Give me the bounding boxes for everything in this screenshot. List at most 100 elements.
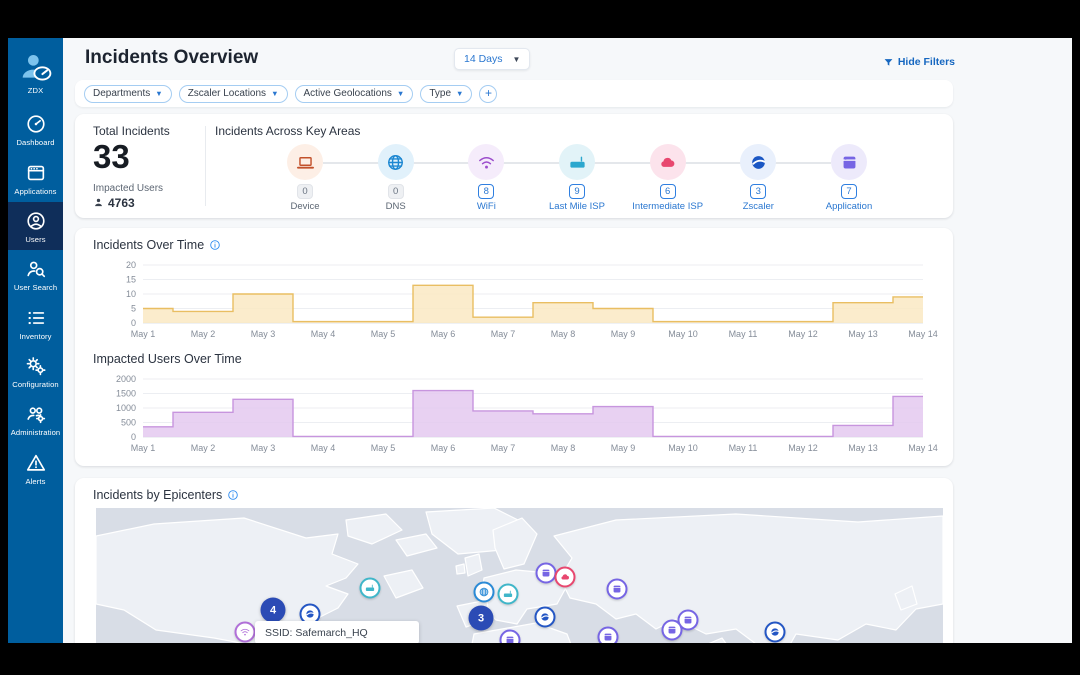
impacted-users-value: 4763 xyxy=(108,195,135,210)
svg-text:May 7: May 7 xyxy=(491,329,516,339)
map-marker-app[interactable] xyxy=(535,562,557,584)
map-marker-router[interactable] xyxy=(497,583,519,605)
map-marker-globe[interactable] xyxy=(473,581,495,603)
sidebar-item-applications[interactable]: Applications xyxy=(8,154,63,202)
map-cluster-marker[interactable]: 3 xyxy=(468,605,494,631)
key-area-label[interactable]: Intermediate ISP xyxy=(632,201,704,212)
svg-text:May 11: May 11 xyxy=(729,329,758,339)
map-marker-app[interactable] xyxy=(606,578,628,600)
map-marker-app[interactable] xyxy=(661,619,683,641)
key-area-label[interactable]: WiFi xyxy=(476,201,496,212)
map-marker-zscaler[interactable] xyxy=(764,621,786,643)
filter-chip-departments[interactable]: Departments ▼ xyxy=(84,84,172,103)
map-cluster-marker[interactable]: 4 xyxy=(260,597,286,623)
svg-text:May 3: May 3 xyxy=(251,329,276,339)
sidebar-item-user-search[interactable]: User Search xyxy=(8,250,63,298)
sidebar-item-users[interactable]: Users xyxy=(8,202,63,251)
user-circle-icon xyxy=(24,209,48,233)
router-icon[interactable] xyxy=(559,144,595,180)
svg-text:May 10: May 10 xyxy=(668,443,698,453)
impacted-users-over-time-chart: 0 500 1000 1500 2000 May 1 May 2 May 3 May 4 May … xyxy=(116,374,938,453)
key-area-dns: 0 DNS xyxy=(351,144,441,212)
chevron-down-icon: ▼ xyxy=(271,89,279,98)
sidebar-item-administration[interactable]: Administration xyxy=(8,395,63,443)
key-area-label[interactable]: Zscaler xyxy=(742,201,774,212)
key-area-count[interactable]: 3 xyxy=(750,184,767,199)
zdx-logo[interactable]: ZDX xyxy=(8,38,63,105)
map-marker-app[interactable] xyxy=(597,626,619,643)
sidebar-nav: ZDX Dashboard Applications Users User Se… xyxy=(8,38,63,643)
epicenters-title: Incidents by Epicenters xyxy=(93,488,239,502)
svg-text:May 5: May 5 xyxy=(371,443,396,453)
wifi-icon[interactable] xyxy=(468,144,505,180)
svg-text:May 13: May 13 xyxy=(848,443,878,453)
sidebar-item-inventory[interactable]: Inventory xyxy=(8,299,63,347)
summary-divider xyxy=(205,126,206,206)
svg-text:May 8: May 8 xyxy=(551,329,576,339)
chevron-down-icon: ▼ xyxy=(155,89,163,98)
add-filter-button[interactable]: + xyxy=(479,84,498,103)
svg-text:May 10: May 10 xyxy=(668,329,698,339)
incidents-over-time-chart: 0 5 10 15 20 May 1 May 2 May 3 May 4 May 5 May 6 Ma… xyxy=(126,260,938,339)
key-area-count[interactable]: 7 xyxy=(841,184,857,199)
hide-filters-button[interactable]: Hide Filters xyxy=(883,56,955,68)
svg-text:May 11: May 11 xyxy=(729,443,758,453)
filter-chip-zscaler-locations[interactable]: Zscaler Locations ▼ xyxy=(178,84,288,103)
time-range-selector[interactable]: 14 Days ▼ xyxy=(454,48,531,70)
svg-text:May 14: May 14 xyxy=(908,443,938,453)
inventory-icon xyxy=(24,306,48,330)
svg-text:May 1: May 1 xyxy=(131,329,156,339)
key-area-label[interactable]: Application xyxy=(825,201,873,212)
key-area-count[interactable]: 6 xyxy=(659,184,676,199)
key-area-label[interactable]: Last Mile ISP xyxy=(549,201,605,212)
key-area-intermediate-isp[interactable]: 6 Intermediate ISP xyxy=(623,144,713,212)
chevron-down-icon: ▼ xyxy=(512,54,521,64)
main-content: Incidents Overview 14 Days ▼ Hide Filter… xyxy=(63,38,1072,643)
svg-text:15: 15 xyxy=(126,275,136,285)
map-marker-router[interactable] xyxy=(359,577,381,599)
key-area-application[interactable]: 7 Application xyxy=(804,144,894,212)
world-map[interactable]: 4 3 SSID: Safemarch_HQ xyxy=(96,508,943,643)
map-marker-zscaler[interactable] xyxy=(534,606,556,628)
svg-text:May 12: May 12 xyxy=(788,329,818,339)
sidebar-item-dashboard[interactable]: Dashboard xyxy=(8,105,63,153)
sidebar-item-alerts[interactable]: Alerts xyxy=(8,444,63,492)
svg-text:May 2: May 2 xyxy=(191,329,216,339)
sidebar-item-configuration[interactable]: Configuration xyxy=(8,347,63,395)
app-window-icon[interactable] xyxy=(831,144,867,180)
time-charts-card: Incidents Over Time 0 5 10 15 20 May 1 May 2 Ma… xyxy=(75,228,953,466)
cloud-icon[interactable] xyxy=(649,144,686,180)
info-icon[interactable] xyxy=(227,489,239,501)
apps-icon xyxy=(24,161,48,185)
key-area-zscaler[interactable]: 3 Zscaler xyxy=(713,144,803,212)
svg-text:May 2: May 2 xyxy=(191,443,216,453)
summary-card: Total Incidents 33 Impacted Users 4763 I… xyxy=(75,114,953,218)
info-icon[interactable] xyxy=(209,239,221,251)
key-area-count[interactable]: 8 xyxy=(478,184,495,199)
filter-chip-active-geolocations[interactable]: Active Geolocations ▼ xyxy=(294,84,414,103)
key-area-count[interactable]: 9 xyxy=(569,184,585,199)
svg-text:May 5: May 5 xyxy=(371,329,396,339)
svg-text:May 3: May 3 xyxy=(251,443,276,453)
map-marker-wifi[interactable] xyxy=(234,621,256,643)
svg-text:0: 0 xyxy=(131,432,136,442)
map-marker-app[interactable] xyxy=(677,609,699,631)
chevron-down-icon: ▼ xyxy=(396,89,405,98)
svg-text:May 4: May 4 xyxy=(311,443,336,453)
key-area-last-mile-isp[interactable]: 9 Last Mile ISP xyxy=(532,144,622,212)
key-area-device: 0 Device xyxy=(260,144,350,212)
svg-text:May 1: May 1 xyxy=(131,443,156,453)
map-marker-app[interactable] xyxy=(499,629,521,643)
zscaler-icon[interactable] xyxy=(740,144,777,180)
sidebar-item-label: Alerts xyxy=(25,476,46,486)
key-areas-row: 0 Device 0 DNS 8 WiFi 9 Last Mile ISP 6 … xyxy=(215,144,939,212)
map-marker-cloud[interactable] xyxy=(554,566,576,588)
key-area-wifi[interactable]: 8 WiFi xyxy=(441,144,531,212)
impacted-users-over-time-title: Impacted Users Over Time xyxy=(93,352,242,366)
person-icon xyxy=(93,197,104,208)
key-area-count: 0 xyxy=(297,184,313,199)
svg-text:5: 5 xyxy=(131,304,136,314)
filter-funnel-icon xyxy=(883,57,894,68)
filter-chip-type[interactable]: Type ▼ xyxy=(420,84,473,103)
key-areas-label: Incidents Across Key Areas xyxy=(215,124,361,138)
